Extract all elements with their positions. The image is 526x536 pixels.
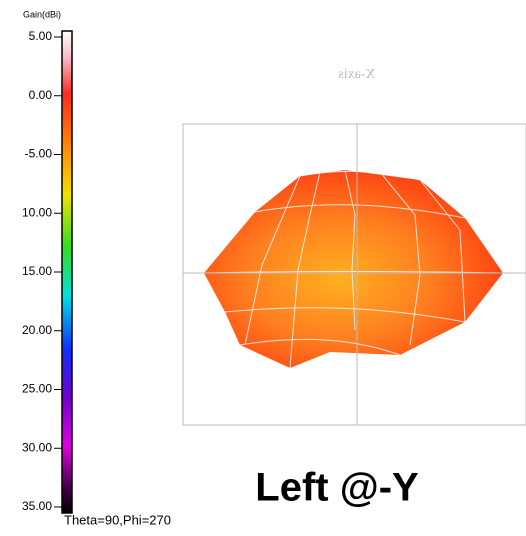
colorbar-tick-label: 30.00 — [22, 440, 52, 454]
colorbar — [61, 30, 73, 514]
mesh — [203, 169, 504, 369]
colorbar-tick-label: -5.00 — [25, 147, 53, 161]
colorbar-tick-label: 15.00 — [22, 264, 52, 278]
axis-label: X-axis — [338, 67, 375, 82]
plot-frame — [182, 123, 526, 426]
radiation-pattern — [204, 170, 503, 368]
angle-label: Theta=90,Phi=270 — [64, 512, 171, 527]
colorbar-tick-label: 0.00 — [29, 88, 53, 102]
colorbar-tick-label: 5.00 — [29, 29, 53, 43]
colorbar-tick-label: 20.00 — [22, 323, 52, 337]
view-label: Left @-Y — [255, 466, 419, 510]
colorbar-title: Gain(dBi) — [23, 9, 61, 19]
colorbar-tick-label: 10.00 — [22, 205, 52, 219]
colorbar-tick-label: 25.00 — [22, 382, 52, 396]
colorbar-tick-label: 35.00 — [22, 499, 52, 513]
